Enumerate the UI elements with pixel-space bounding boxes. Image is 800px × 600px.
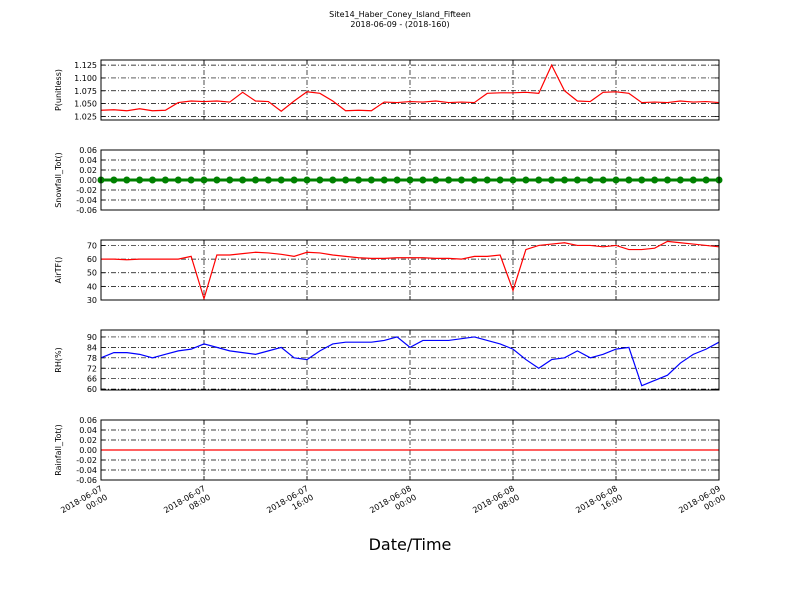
data-point — [664, 176, 671, 184]
y-tick-label: 0.00 — [79, 176, 97, 185]
data-point — [187, 176, 195, 184]
data-point — [573, 176, 581, 184]
data-point — [676, 176, 684, 184]
y-tick-label: 72 — [87, 364, 97, 373]
y-tick-label: -0.02 — [76, 186, 97, 195]
y-tick-label: 1.125 — [74, 61, 97, 70]
data-point — [110, 176, 118, 184]
panel-frame — [100, 419, 720, 481]
y-tick-label: 0.06 — [79, 416, 97, 425]
data-line — [100, 63, 720, 113]
x-axis-label: Date/Time — [369, 535, 452, 554]
data-point — [509, 176, 517, 184]
data-line — [100, 336, 720, 387]
data-point — [290, 176, 298, 184]
data-point — [161, 176, 169, 184]
chart-subtitle: 2018-06-09 - (2018-160) — [350, 20, 449, 29]
data-point — [264, 176, 272, 184]
panel-frame — [100, 329, 720, 391]
data-point — [638, 176, 646, 184]
y-tick-label: 1.075 — [74, 87, 97, 96]
y-axis-label: Snowfall_Tot() — [54, 152, 63, 208]
data-point — [123, 176, 131, 184]
data-point — [702, 176, 710, 184]
y-tick-label: 0.02 — [79, 166, 97, 175]
data-point — [432, 176, 440, 184]
y-axis-label: Rainfall_Tot() — [54, 424, 63, 476]
y-tick-label: 84 — [87, 343, 97, 352]
data-point — [612, 176, 620, 184]
data-point — [393, 176, 401, 184]
y-tick-label: 0.04 — [79, 156, 97, 165]
data-point — [470, 176, 478, 184]
data-point — [419, 176, 427, 184]
data-point — [174, 176, 182, 184]
y-tick-label: 1.025 — [74, 112, 97, 121]
panel-frame — [100, 239, 720, 301]
data-point — [522, 176, 530, 184]
y-tick-label: 50 — [87, 269, 97, 278]
data-point — [303, 176, 311, 184]
data-point — [599, 176, 607, 184]
data-point — [367, 176, 375, 184]
y-tick-label: 1.050 — [74, 100, 97, 109]
y-tick-label: -0.02 — [76, 456, 97, 465]
data-point — [406, 176, 414, 184]
panel-frame — [100, 59, 720, 121]
y-tick-label: 78 — [87, 354, 97, 363]
data-point — [252, 176, 259, 184]
data-line — [101, 240, 720, 301]
y-tick-label: 60 — [87, 385, 97, 394]
y-tick-label: 60 — [87, 255, 97, 264]
data-point — [342, 176, 350, 184]
y-tick-label: 40 — [87, 282, 97, 291]
y-tick-label: -0.04 — [76, 466, 97, 475]
data-point — [355, 176, 362, 184]
y-tick-label: 90 — [87, 333, 97, 342]
y-tick-label: 66 — [87, 375, 97, 384]
data-point — [277, 176, 285, 184]
data-point — [625, 176, 633, 184]
data-point — [226, 176, 234, 184]
data-point — [213, 176, 221, 184]
y-tick-label: -0.04 — [76, 196, 97, 205]
data-point — [458, 176, 465, 184]
data-point — [149, 176, 156, 184]
y-tick-label: 0.00 — [79, 446, 97, 455]
data-point — [689, 176, 697, 184]
data-point — [483, 176, 491, 184]
y-tick-label: 30 — [87, 296, 97, 305]
y-axis-label: AirTF() — [54, 257, 63, 284]
data-point — [586, 176, 594, 184]
y-tick-label: 0.06 — [79, 146, 97, 155]
data-point — [329, 176, 337, 184]
data-point — [535, 176, 543, 184]
data-point — [561, 176, 568, 184]
data-point — [445, 176, 453, 184]
y-axis-label: RH(%) — [54, 347, 63, 372]
data-point — [200, 176, 208, 184]
panel-frame — [100, 149, 720, 211]
y-tick-label: 70 — [87, 241, 97, 250]
y-tick-label: -0.06 — [76, 206, 97, 215]
data-point — [380, 176, 388, 184]
data-point — [496, 176, 504, 184]
data-point — [316, 176, 324, 184]
data-point — [651, 176, 659, 184]
data-point — [136, 176, 144, 184]
y-tick-label: 1.100 — [74, 74, 97, 83]
y-axis-label: P(unitless) — [54, 69, 63, 111]
y-tick-label: -0.06 — [76, 476, 97, 485]
data-point — [548, 176, 556, 184]
y-tick-label: 0.02 — [79, 436, 97, 445]
y-tick-label: 0.04 — [79, 426, 97, 435]
chart-title: Site14_Haber_Coney_Island_Fifteen — [329, 10, 471, 19]
data-point — [239, 176, 247, 184]
